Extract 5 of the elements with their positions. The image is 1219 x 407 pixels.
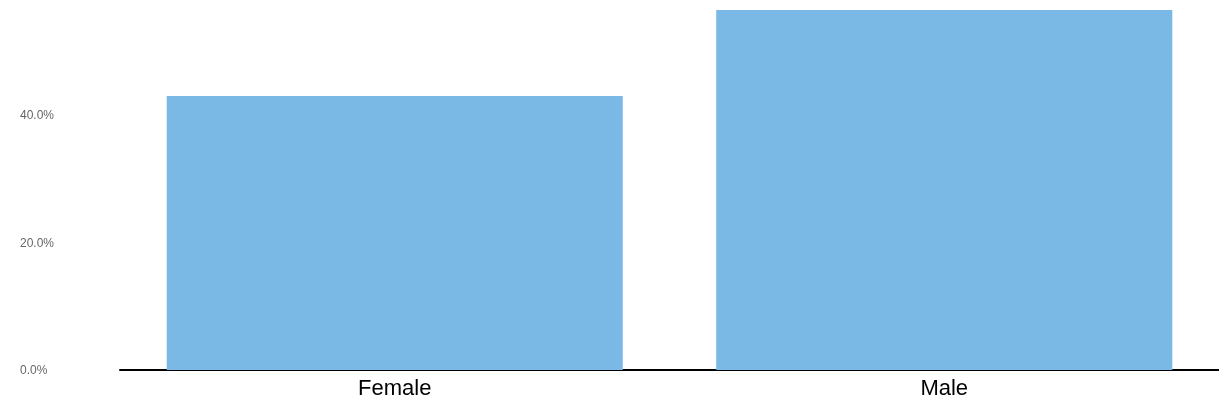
y-tick-label: 40.0% <box>20 108 55 123</box>
y-tick-label: 20.0% <box>20 235 55 250</box>
y-tick-label: 0.0% <box>20 363 48 377</box>
x-tick-label: Female <box>358 374 432 400</box>
x-tick-label: Male <box>920 374 969 400</box>
